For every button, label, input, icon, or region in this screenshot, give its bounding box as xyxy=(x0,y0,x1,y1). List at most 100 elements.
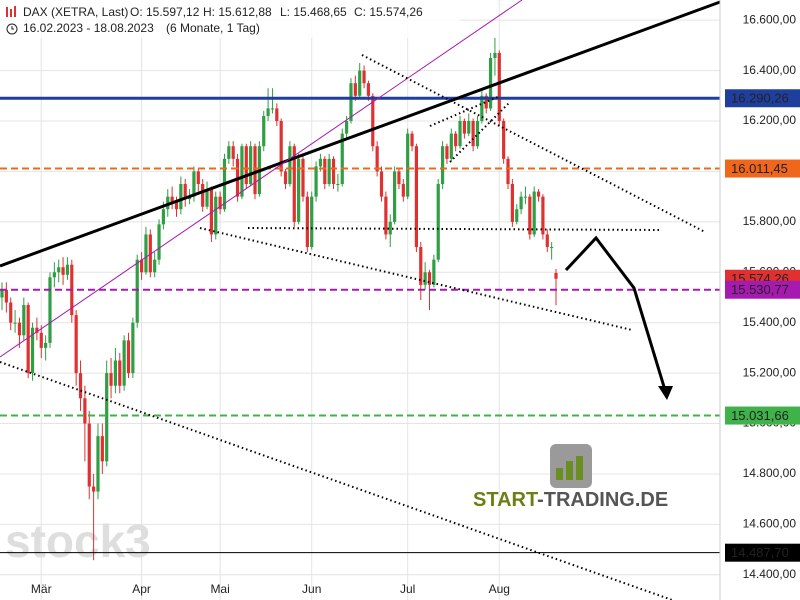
candle-body xyxy=(475,121,480,147)
candle-body xyxy=(480,95,484,122)
candle-body xyxy=(153,259,157,273)
candle-body xyxy=(519,196,523,210)
candle-body xyxy=(139,259,144,273)
candle-body xyxy=(135,259,139,323)
candle-body xyxy=(484,95,488,109)
candle-body xyxy=(510,184,514,222)
candle-body xyxy=(48,277,52,343)
candle-body xyxy=(30,327,35,374)
candle-body xyxy=(161,209,166,225)
header: DAX (XETRA, Last) O: 15.597,12 H: 15.612… xyxy=(0,0,460,38)
candle-body xyxy=(523,196,528,198)
candle-body xyxy=(118,360,122,386)
candle-body xyxy=(13,322,17,324)
y-tick-label: 16.200,00 xyxy=(743,113,797,127)
trend-line xyxy=(0,0,523,358)
candle-body xyxy=(550,247,554,249)
candle-body xyxy=(57,267,61,273)
candle-body xyxy=(331,158,336,185)
candle-body xyxy=(61,267,65,275)
x-tick-label: Jul xyxy=(400,582,415,596)
candle-body xyxy=(227,146,231,159)
logo-icon-bar xyxy=(576,456,583,480)
candle-body xyxy=(52,272,56,278)
candle-body xyxy=(297,158,301,222)
candle-body xyxy=(493,52,497,58)
candle-body xyxy=(440,146,445,185)
candle-body xyxy=(231,146,235,159)
period: (6 Monate, 1 Tag) xyxy=(166,21,260,35)
candle-body xyxy=(554,272,558,279)
logo-text: -TRADING.DE xyxy=(537,489,668,511)
logo: START-TRADING.DE xyxy=(473,444,668,511)
y-tick-label: 15.800,00 xyxy=(743,214,797,228)
level-box xyxy=(725,543,800,562)
candle-body xyxy=(201,184,205,207)
x-tick-label: Apr xyxy=(132,582,151,596)
candle-body xyxy=(358,70,362,96)
levels xyxy=(0,96,720,554)
wedge-line xyxy=(429,95,501,127)
y-tick-label: 16.400,00 xyxy=(743,63,797,77)
candle-body xyxy=(436,184,440,260)
candle-body xyxy=(92,486,96,492)
trend-line xyxy=(0,0,721,268)
date-range: 16.02.2023 - 18.08.2023 xyxy=(23,21,154,35)
candle-body xyxy=(384,196,388,235)
candle-body xyxy=(35,327,39,333)
watermark: stock3 xyxy=(5,515,151,567)
candle-body xyxy=(497,52,501,122)
candle-body xyxy=(432,259,436,285)
high-label: H: 15.612,88 xyxy=(203,5,272,19)
header-icon xyxy=(6,6,16,17)
y-tick-label: 15.200,00 xyxy=(743,365,797,379)
candle-body xyxy=(100,436,104,462)
channel-line xyxy=(0,361,673,600)
svg-text:START-TRADING.DE: START-TRADING.DE xyxy=(473,489,668,511)
candle-body xyxy=(467,121,471,134)
candle-body xyxy=(78,373,83,399)
candle-body xyxy=(183,184,187,200)
candle-body xyxy=(458,121,462,147)
candle-body xyxy=(262,115,266,147)
candle-body xyxy=(279,121,283,172)
candle-body xyxy=(157,224,161,260)
candle-body xyxy=(170,196,174,202)
candle-body xyxy=(283,171,288,185)
instrument: DAX (XETRA, Last) xyxy=(23,5,128,19)
level-label: 16.290,26 xyxy=(731,91,789,106)
candle-body xyxy=(349,83,353,122)
candle-body xyxy=(196,171,200,185)
clock-icon xyxy=(6,23,18,35)
candle-body xyxy=(532,191,536,235)
level-label: 15.031,66 xyxy=(731,408,789,423)
candle-body xyxy=(174,201,179,210)
candle-body xyxy=(471,121,475,147)
candle-body xyxy=(126,340,131,374)
candle-body xyxy=(39,332,43,348)
candle-body xyxy=(266,108,270,116)
candle-body xyxy=(336,184,340,186)
candle-body xyxy=(423,272,427,285)
candle-body xyxy=(44,342,48,348)
candle-body xyxy=(318,158,323,167)
candle-body xyxy=(0,289,4,298)
candle-body xyxy=(4,289,8,303)
candle-body xyxy=(536,191,541,197)
candle-body xyxy=(515,209,519,222)
candle-body xyxy=(397,171,401,185)
candle-body xyxy=(528,196,532,235)
level-label: 15.530,77 xyxy=(731,282,789,297)
y-tick-label: 16.600,00 xyxy=(743,12,797,26)
candle-body xyxy=(345,121,349,134)
candle-body xyxy=(275,108,279,122)
candle-body xyxy=(218,196,222,210)
candle-body xyxy=(9,302,13,323)
candle-body xyxy=(205,189,209,207)
level-label: 14.487,70 xyxy=(731,545,789,560)
candle-body xyxy=(83,398,87,424)
candle-body xyxy=(488,57,493,109)
candle-body xyxy=(410,133,414,147)
y-tick-label: 14.400,00 xyxy=(743,567,797,581)
